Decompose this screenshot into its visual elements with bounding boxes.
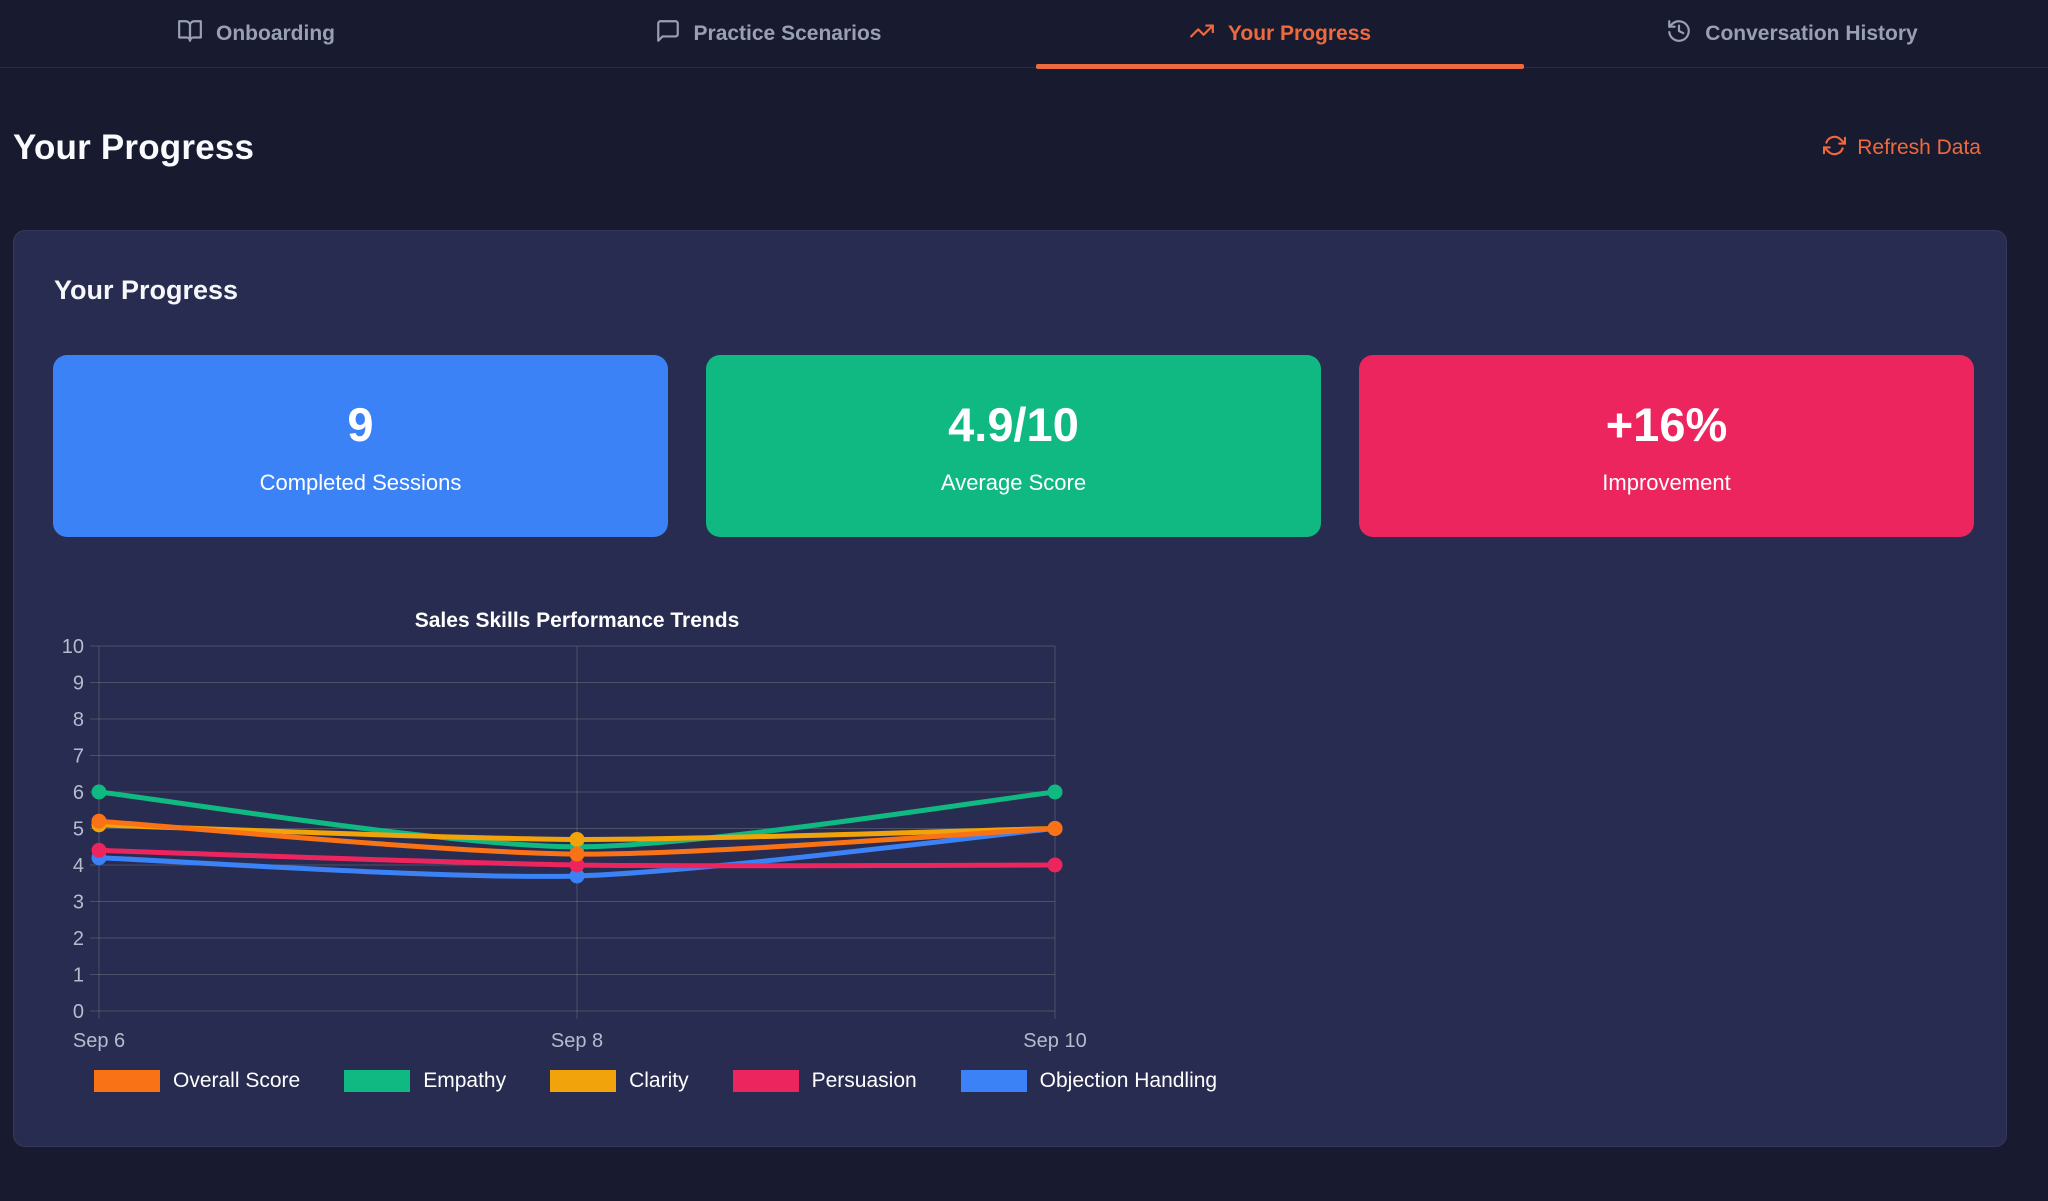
- svg-text:4: 4: [73, 855, 84, 877]
- legend-item-clarity[interactable]: Clarity: [550, 1069, 689, 1093]
- svg-text:8: 8: [73, 709, 84, 731]
- stat-label: Completed Sessions: [259, 469, 462, 495]
- svg-text:10: 10: [62, 636, 84, 658]
- legend-label: Persuasion: [811, 1069, 917, 1092]
- progress-panel: Your Progress 9 Completed Sessions 4.9/1…: [13, 230, 2007, 1147]
- book-open-icon: [177, 18, 203, 50]
- tab-label: Onboarding: [216, 21, 335, 45]
- svg-text:Sep 6: Sep 6: [73, 1030, 125, 1052]
- svg-text:5: 5: [73, 819, 84, 841]
- chart-legend: Overall Score Empathy Clarity Persuasion…: [94, 1069, 1217, 1093]
- top-nav: Onboarding Practice Scenarios Your Progr…: [0, 0, 2048, 69]
- stat-label: Improvement: [1602, 469, 1731, 495]
- line-chart-canvas: 0 1 2 3 4 5 6 7 8 9 10 Sep 6 Sep 8 Sep 10 Sales Skills…: [62, 609, 1087, 1052]
- legend-label: Clarity: [629, 1069, 689, 1092]
- tab-label: Your Progress: [1227, 21, 1372, 45]
- svg-text:2: 2: [73, 928, 84, 950]
- legend-item-empathy[interactable]: Empathy: [344, 1069, 506, 1093]
- svg-text:Sales Skills Performance Trend: Sales Skills Performance Trends: [415, 609, 740, 632]
- refresh-icon: [1823, 134, 1847, 163]
- svg-text:6: 6: [73, 782, 84, 804]
- legend-swatch: [94, 1070, 160, 1092]
- tab-your-progress[interactable]: Your Progress: [1024, 0, 1536, 69]
- legend-swatch: [344, 1070, 411, 1092]
- svg-text:Sep 8: Sep 8: [551, 1030, 603, 1052]
- legend-item-objection-handling[interactable]: Objection Handling: [960, 1069, 1218, 1093]
- legend-swatch: [550, 1070, 617, 1092]
- tab-practice-scenarios[interactable]: Practice Scenarios: [512, 0, 1024, 67]
- svg-text:9: 9: [73, 673, 84, 695]
- performance-trends-chart: 0 1 2 3 4 5 6 7 8 9 10 Sep 6 Sep 8 Sep 10 Sales Skills…: [31, 589, 1106, 1069]
- legend-label: Overall Score: [173, 1069, 301, 1092]
- history-icon: [1666, 18, 1692, 50]
- page-title: Your Progress: [13, 128, 255, 167]
- legend-swatch: [732, 1070, 799, 1092]
- svg-text:Sep 10: Sep 10: [1023, 1030, 1086, 1052]
- stat-label: Average Score: [940, 469, 1087, 495]
- svg-text:0: 0: [73, 1001, 84, 1023]
- page-header: Your Progress Refresh Data: [13, 118, 1981, 178]
- chat-bubble-icon: [655, 18, 681, 50]
- tab-onboarding[interactable]: Onboarding: [0, 0, 512, 67]
- svg-text:1: 1: [73, 965, 84, 987]
- legend-label: Objection Handling: [1039, 1069, 1218, 1092]
- tab-conversation-history[interactable]: Conversation History: [1536, 0, 2048, 67]
- svg-text:3: 3: [73, 892, 84, 914]
- legend-label: Empathy: [423, 1069, 507, 1092]
- stat-value: +16%: [1605, 397, 1728, 451]
- active-tab-underline: [1036, 64, 1524, 69]
- svg-text:7: 7: [73, 746, 84, 768]
- panel-heading: Your Progress: [54, 275, 239, 305]
- legend-item-overall-score[interactable]: Overall Score: [94, 1069, 300, 1093]
- stat-card-completed-sessions: 9 Completed Sessions: [53, 355, 668, 537]
- stat-card-improvement: +16% Improvement: [1359, 355, 1974, 537]
- stats-row: 9 Completed Sessions 4.9/10 Average Scor…: [53, 355, 1974, 537]
- legend-item-persuasion[interactable]: Persuasion: [732, 1069, 917, 1093]
- stat-value: 9: [347, 397, 374, 451]
- trending-up-icon: [1189, 18, 1215, 50]
- legend-swatch: [960, 1070, 1027, 1092]
- stat-value: 4.9/10: [948, 397, 1079, 451]
- refresh-label: Refresh Data: [1857, 136, 1981, 159]
- refresh-data-button[interactable]: Refresh Data: [1823, 134, 1981, 163]
- tab-label: Practice Scenarios: [693, 21, 882, 45]
- stat-card-average-score: 4.9/10 Average Score: [706, 355, 1321, 537]
- tab-label: Conversation History: [1705, 21, 1918, 45]
